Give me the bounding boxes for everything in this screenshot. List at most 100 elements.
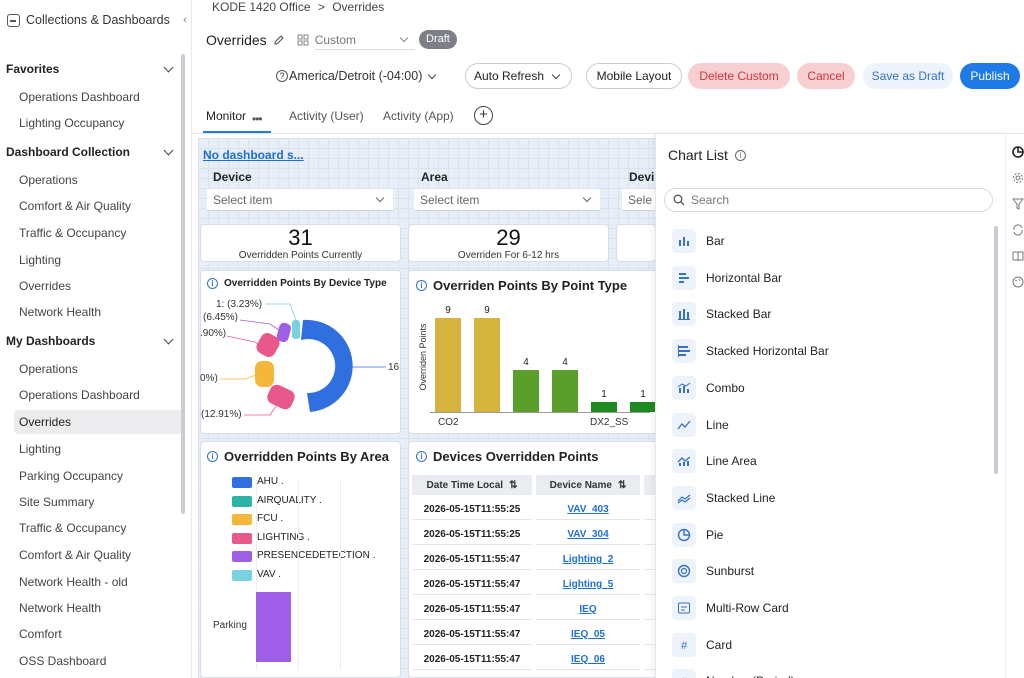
mobile-layout-button[interactable]: Mobile Layout <box>586 63 682 89</box>
third-filter-select[interactable]: Sele <box>622 189 655 211</box>
device-link[interactable]: IEQ <box>579 603 597 615</box>
device-link[interactable]: VAV_304 <box>567 528 609 540</box>
device-link[interactable]: VAV_403 <box>567 503 609 515</box>
info-icon[interactable]: i <box>416 280 427 291</box>
sort-icon[interactable]: ⇅ <box>617 479 627 491</box>
bar-1[interactable] <box>435 318 461 412</box>
column-header-device-name[interactable]: Device Name ⇅ <box>536 475 640 495</box>
sidebar-item-operations[interactable]: Operations <box>19 362 78 376</box>
sidebar-item-lighting-occupancy[interactable]: Lighting Occupancy <box>19 116 125 130</box>
device-filter-select[interactable]: Select item <box>207 189 393 211</box>
chart-type-bar[interactable]: Bar <box>672 229 982 253</box>
chart-type-multi-row-card[interactable]: Multi-Row Card <box>672 596 982 620</box>
chart-list-scrollbar[interactable] <box>994 226 998 474</box>
bar-6[interactable] <box>630 402 656 412</box>
donut-slice-purple[interactable] <box>276 322 293 343</box>
book-icon[interactable] <box>1012 250 1024 262</box>
legend-swatch[interactable] <box>232 477 252 488</box>
legend-swatch[interactable] <box>232 495 252 507</box>
chart-type-line[interactable]: Line <box>672 412 982 437</box>
donut-slice-pink[interactable] <box>254 330 282 359</box>
cancel-button[interactable]: Cancel <box>797 63 855 89</box>
device-link[interactable]: Lighting_2 <box>562 553 614 565</box>
chart-type-horizontal-bar[interactable]: Horizontal Bar <box>672 265 982 290</box>
sidebar-item-traffic-occupancy[interactable]: Traffic & Occupancy <box>19 226 127 240</box>
tab-activity-app[interactable]: Activity (App) <box>383 109 454 123</box>
add-tab-button[interactable]: + <box>474 106 493 125</box>
donut-slice-blue[interactable] <box>301 319 353 412</box>
column-header-datetime[interactable]: Date Time Local ⇅ <box>412 475 532 495</box>
layout-select[interactable]: Custom <box>314 30 415 50</box>
info-icon[interactable]: i <box>416 451 427 462</box>
donut-slice-cyan[interactable] <box>292 320 300 339</box>
section-dashboard-collection[interactable]: Dashboard Collection <box>6 142 176 162</box>
chart-type-sunburst[interactable]: Sunburst <box>672 559 982 584</box>
delete-custom-button[interactable]: Delete Custom <box>688 63 790 89</box>
sidebar-item-operations-dashboard[interactable]: Operations Dashboard <box>19 90 140 104</box>
donut-slice-orange[interactable] <box>255 361 274 387</box>
info-icon[interactable]: i <box>207 451 218 462</box>
device-link[interactable]: IEQ_05 <box>571 628 605 640</box>
legend-swatch[interactable] <box>232 569 252 581</box>
bar-2[interactable] <box>474 318 500 412</box>
tab-monitor[interactable]: Monitor <box>206 109 247 123</box>
chart-type-line-area[interactable]: Line Area <box>672 449 982 474</box>
sync-icon[interactable] <box>1012 224 1024 236</box>
info-icon[interactable]: i <box>734 149 746 161</box>
chart-type-card[interactable]: # Card <box>672 632 982 657</box>
legend-swatch[interactable] <box>232 551 252 562</box>
sidebar-item-lighting[interactable]: Lighting <box>19 442 62 456</box>
chevron-down-icon[interactable] <box>163 334 174 345</box>
sidebar-item-overrides-active[interactable]: Overrides <box>14 410 182 434</box>
bar-3[interactable] <box>513 370 539 412</box>
sidebar-item-site-summary[interactable]: Site Summary <box>19 495 95 509</box>
sidebar-item-oss-dashboard[interactable]: OSS Dashboard <box>19 654 107 668</box>
collapse-sidebar-icon[interactable]: ‹ <box>183 14 187 26</box>
legend-swatch[interactable] <box>232 532 252 544</box>
breadcrumb-parent[interactable]: KODE 1420 Office <box>212 0 311 14</box>
tab-activity-user[interactable]: Activity (User) <box>289 109 364 123</box>
sidebar-item-parking-occupancy[interactable]: Parking Occupancy <box>19 469 124 483</box>
section-my-dashboards[interactable]: My Dashboards <box>6 331 176 351</box>
sidebar-item-network-health[interactable]: Network Health <box>19 305 102 319</box>
chart-type-stacked-horizontal-bar[interactable]: Stacked Horizontal Bar <box>672 339 982 364</box>
sidebar-item-network-health-old[interactable]: Network Health - old <box>19 575 128 589</box>
sort-icon[interactable]: ⇅ <box>509 479 518 491</box>
chart-type-pie[interactable]: Pie <box>672 522 982 547</box>
chart-search-input[interactable] <box>691 193 971 207</box>
sidebar-item-network-health[interactable]: Network Health <box>19 601 102 615</box>
timezone-select[interactable]: ? America/Detroit (-04:00) <box>276 66 439 86</box>
bar-4[interactable] <box>552 370 578 412</box>
chart-type-stacked-line[interactable]: Stacked Line <box>672 485 982 510</box>
sidebar-item-operations-dashboard[interactable]: Operations Dashboard <box>19 388 140 402</box>
palette-icon[interactable] <box>1012 276 1024 288</box>
filter-icon[interactable] <box>1012 198 1024 210</box>
bar-5[interactable] <box>591 402 617 412</box>
chart-type-stacked-bar[interactable]: Stacked Bar <box>672 302 982 327</box>
chevron-down-icon[interactable] <box>163 62 174 73</box>
auto-refresh-button[interactable]: Auto Refresh <box>465 63 572 89</box>
sidebar-scrollbar[interactable] <box>181 54 185 514</box>
sidebar-header[interactable]: Collections & Dashboards <box>0 0 191 40</box>
sidebar-item-operations[interactable]: Operations <box>19 173 78 187</box>
sidebar-item-lighting[interactable]: Lighting <box>19 253 62 267</box>
device-link[interactable]: Lighting_5 <box>562 578 614 590</box>
section-favorites[interactable]: Favorites <box>6 59 176 79</box>
no-dashboard-link[interactable]: No dashboard s... <box>203 148 304 162</box>
chart-type-combo[interactable]: Combo <box>672 375 982 400</box>
sidebar-item-comfort-air-quality[interactable]: Comfort & Air Quality <box>19 199 132 213</box>
sidebar-item-comfort[interactable]: Comfort <box>19 627 62 641</box>
sidebar-item-traffic-occupancy[interactable]: Traffic & Occupancy <box>19 521 127 535</box>
donut-slice-rose[interactable] <box>265 382 297 411</box>
sidebar-item-overrides[interactable]: Overrides <box>19 279 72 293</box>
save-draft-button[interactable]: Save as Draft <box>863 63 953 89</box>
device-link[interactable]: IEQ_06 <box>571 653 605 665</box>
publish-button[interactable]: Publish <box>960 63 1020 89</box>
info-icon[interactable]: i <box>207 278 218 289</box>
gear-icon[interactable] <box>1012 172 1024 184</box>
chevron-down-icon[interactable] <box>163 145 174 156</box>
area-bar-presencedetection[interactable] <box>256 592 291 662</box>
pencil-icon[interactable] <box>273 34 285 46</box>
chart-pie-icon[interactable] <box>1012 146 1024 158</box>
sidebar-item-comfort-air-quality[interactable]: Comfort & Air Quality <box>19 548 132 562</box>
